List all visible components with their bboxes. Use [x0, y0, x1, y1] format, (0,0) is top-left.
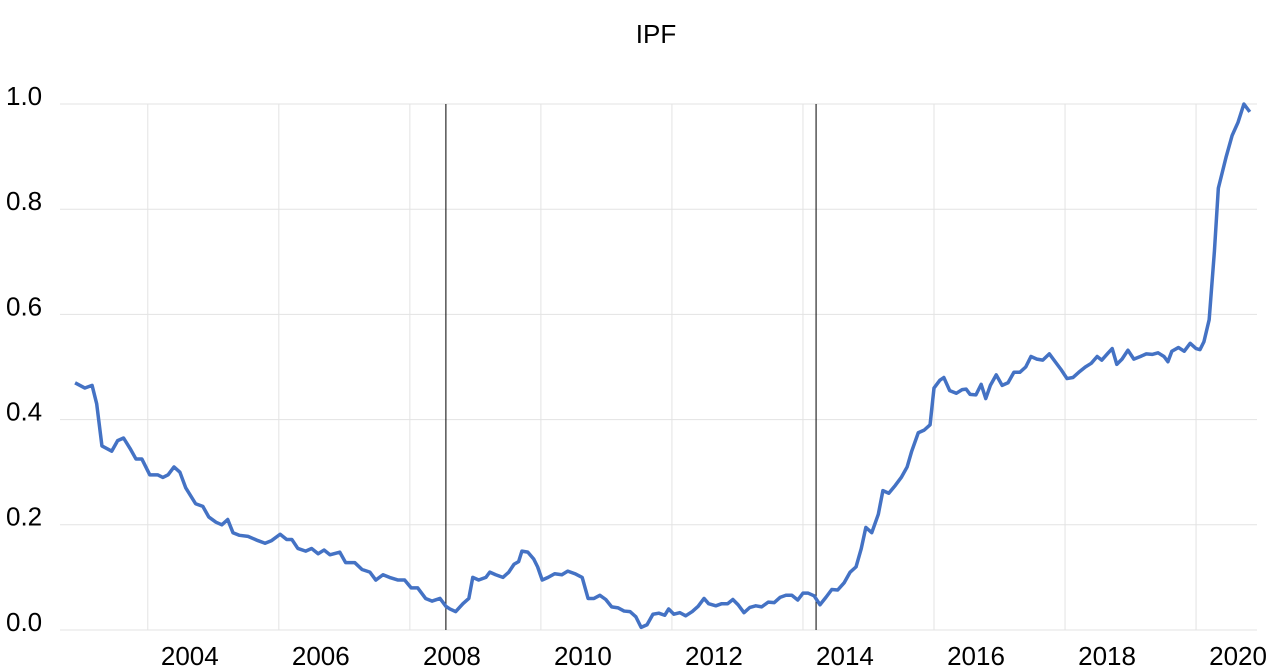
x-tick-label: 2020 [1209, 641, 1267, 671]
x-tick-label: 2014 [816, 641, 874, 671]
y-tick-label: 0.8 [6, 186, 42, 216]
y-tick-label: 1.0 [6, 81, 42, 111]
x-tick-label: 2006 [292, 641, 350, 671]
data-line [74, 102, 1252, 630]
x-tick-label: 2016 [947, 641, 1005, 671]
y-tick-label: 0.2 [6, 502, 42, 532]
x-tick-label: 2010 [554, 641, 612, 671]
y-tick-label: 0.0 [6, 607, 42, 637]
chart-title: IPF [636, 19, 676, 49]
x-tick-label: 2012 [685, 641, 743, 671]
y-tick-label: 0.6 [6, 291, 42, 321]
x-tick-label: 2008 [423, 641, 481, 671]
y-tick-label: 0.4 [6, 396, 42, 426]
x-tick-label: 2004 [161, 641, 219, 671]
x-tick-label: 2018 [1078, 641, 1136, 671]
